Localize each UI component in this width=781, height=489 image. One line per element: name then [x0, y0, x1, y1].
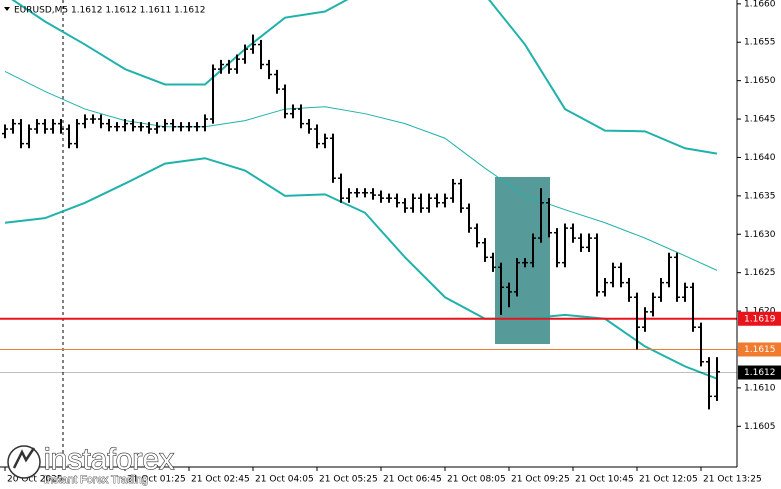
x-tick-label: 21 Oct 02:45 [191, 475, 250, 485]
price-label: 1.1619 [744, 314, 776, 324]
y-tick-label: 1.1630 [744, 230, 776, 240]
x-tick-label: 21 Oct 05:25 [319, 475, 378, 485]
x-tick-label: 21 Oct 09:25 [511, 475, 570, 485]
y-tick-label: 1.1655 [744, 38, 776, 48]
x-tick-label: 21 Oct 04:05 [255, 475, 314, 485]
price-label: 1.1612 [744, 368, 776, 378]
price-label-box [738, 342, 781, 357]
logo [7, 445, 41, 479]
price-label: 1.1615 [744, 345, 776, 355]
tagline: Instant Forex Trading [44, 474, 148, 486]
y-tick-label: 1.1660 [744, 0, 776, 9]
x-tick-label: 21 Oct 12:05 [639, 475, 698, 485]
price-label-box [738, 311, 781, 326]
axes: 1.1660 1.1655 1.1650 1.1645 1.1640 1.1635 1.16… [4, 0, 781, 485]
x-tick-label: 21 Oct 01:25 [127, 475, 186, 485]
x-tick-label: 21 Oct 13:25 [703, 475, 762, 485]
x-tick-label: 21 Oct 06:45 [383, 475, 442, 485]
y-tick-label: 1.1610 [744, 383, 776, 393]
chart-title: EURUSD,M5 1.1612 1.1612 1.1611 1.1612 [14, 6, 206, 16]
brand: instaforex [44, 443, 174, 476]
y-tick-label: 1.1650 [744, 76, 776, 86]
x-tick-label: 21 Oct 10:45 [575, 475, 634, 485]
price-label-box [738, 365, 781, 380]
plot [0, 0, 737, 410]
y-tick-label: 1.1620 [744, 307, 776, 317]
y-tick-label: 1.1645 [744, 115, 776, 125]
y-tick-label: 1.1640 [744, 153, 776, 163]
watermark: instaforex Instant Forex Trading [7, 442, 175, 486]
x-tick-label: 21 Oct 08:05 [447, 475, 506, 485]
logo-mark [12, 447, 36, 469]
symbol-arrow [4, 7, 10, 11]
y-tick-label: 1.1625 [744, 268, 776, 278]
y-tick-label: 1.1635 [744, 191, 776, 201]
x-tick-label: 20 Oct 2025 [7, 475, 63, 485]
band-upper [11, 0, 718, 155]
y-tick-label: 1.1605 [744, 422, 776, 432]
